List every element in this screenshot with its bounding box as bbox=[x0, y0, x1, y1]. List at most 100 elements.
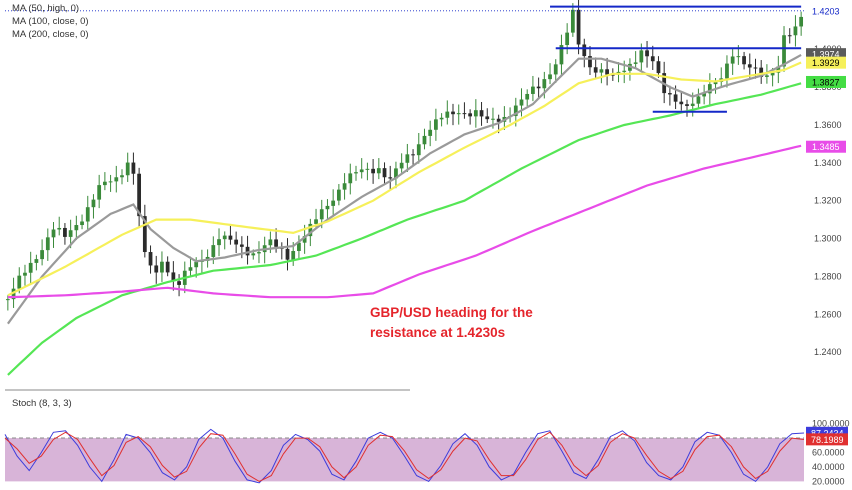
candle-body bbox=[45, 237, 50, 251]
candle-body bbox=[570, 9, 575, 33]
candle-body bbox=[759, 67, 764, 77]
candle-body bbox=[319, 209, 324, 220]
candle-body bbox=[165, 261, 170, 273]
candle-body bbox=[154, 265, 159, 273]
candle-body bbox=[388, 177, 393, 179]
price-badge-label: 1.4203 bbox=[812, 6, 840, 16]
candle-body bbox=[40, 250, 44, 260]
candle-body bbox=[799, 16, 804, 27]
candle-body bbox=[667, 93, 672, 95]
y-tick-label: 1.3000 bbox=[814, 234, 842, 244]
candle-body bbox=[462, 113, 467, 115]
stoch-y-tick-label: 40.0000 bbox=[812, 462, 845, 472]
candle-body bbox=[439, 117, 444, 120]
candle-body bbox=[211, 245, 216, 257]
candle-body bbox=[513, 105, 518, 117]
candle-body bbox=[656, 61, 661, 74]
candle-body bbox=[605, 69, 609, 75]
candle-body bbox=[257, 252, 261, 254]
candle-body bbox=[148, 252, 153, 266]
candle-body bbox=[314, 219, 318, 224]
candle-body bbox=[17, 275, 22, 289]
y-tick-label: 1.3200 bbox=[814, 196, 842, 206]
stoch-y-tick-label: 60.0000 bbox=[812, 448, 845, 458]
candle-body bbox=[68, 230, 73, 237]
candle-body bbox=[325, 205, 330, 210]
candle-body bbox=[696, 96, 701, 104]
price-badge-label: 1.3929 bbox=[812, 58, 840, 68]
legend-ma50: MA (50, high, 0) bbox=[12, 3, 80, 14]
candle-body bbox=[245, 246, 250, 256]
candle-body bbox=[285, 248, 290, 260]
candle-body bbox=[548, 74, 552, 80]
candle-body bbox=[725, 63, 729, 79]
candle-body bbox=[588, 56, 592, 68]
candle-body bbox=[234, 239, 239, 245]
candle-body bbox=[251, 253, 256, 256]
candle-body bbox=[525, 93, 530, 100]
price-badge-bg bbox=[806, 140, 846, 153]
candle-body bbox=[610, 74, 615, 76]
candle-body bbox=[776, 66, 781, 73]
candle-body bbox=[753, 67, 758, 69]
candle-body bbox=[650, 56, 655, 62]
candle-body bbox=[496, 118, 501, 122]
candle-body bbox=[74, 225, 79, 231]
y-tick-label: 1.2600 bbox=[814, 309, 842, 319]
candle-body bbox=[690, 103, 695, 106]
candle-body bbox=[108, 181, 113, 183]
candle-body bbox=[137, 173, 142, 217]
candle-body bbox=[519, 99, 524, 106]
candle-body bbox=[553, 64, 558, 75]
candle-body bbox=[399, 162, 404, 169]
y-tick-label: 1.3400 bbox=[814, 158, 842, 168]
candle-body bbox=[485, 116, 490, 120]
candle-body bbox=[342, 183, 347, 190]
candle-body bbox=[787, 35, 792, 37]
candle-body bbox=[491, 118, 495, 120]
candle-body bbox=[793, 26, 798, 36]
stoch-badge-label: 78.1989 bbox=[811, 435, 844, 445]
candle-body bbox=[394, 168, 398, 179]
candle-body bbox=[782, 35, 786, 67]
candle-body bbox=[593, 67, 598, 73]
candle-body bbox=[336, 189, 341, 201]
candle-body bbox=[736, 56, 741, 58]
price-badge-bg bbox=[806, 75, 846, 88]
candle-body bbox=[599, 69, 604, 73]
moving-average-ma50_gray bbox=[7, 53, 802, 325]
candle-body bbox=[57, 227, 62, 230]
candle-body bbox=[371, 168, 375, 174]
candle-body bbox=[131, 162, 136, 174]
annotation-line-1: GBP/USD heading for the bbox=[370, 305, 533, 320]
candle-body bbox=[239, 244, 244, 247]
candle-body bbox=[171, 272, 176, 282]
candle-body bbox=[85, 207, 90, 222]
candle-body bbox=[582, 44, 587, 57]
candle-body bbox=[91, 199, 96, 208]
price-badge-label: 1.3827 bbox=[812, 77, 840, 87]
candle-body bbox=[302, 236, 307, 243]
candle-body bbox=[559, 45, 564, 65]
candle-body bbox=[576, 9, 581, 45]
price-badge-label: 1.3974 bbox=[812, 50, 840, 60]
candle-body bbox=[730, 56, 735, 64]
candle-body bbox=[297, 242, 301, 251]
legend-ma100: MA (100, close, 0) bbox=[12, 16, 89, 27]
candle-body bbox=[222, 235, 227, 240]
stoch-line-k bbox=[4, 428, 805, 484]
candle-body bbox=[268, 239, 273, 246]
candle-body bbox=[645, 50, 649, 57]
candle-body bbox=[416, 144, 421, 156]
candle-body bbox=[468, 113, 473, 117]
candle-body bbox=[5, 299, 10, 301]
candle-body bbox=[142, 216, 147, 253]
candle-body bbox=[11, 288, 16, 300]
candle-body bbox=[365, 168, 370, 170]
candle-body bbox=[97, 185, 102, 200]
chart-annotation: GBP/USD heading for the resistance at 1.… bbox=[370, 303, 533, 343]
candle-body bbox=[770, 72, 775, 76]
y-tick-label: 1.3600 bbox=[814, 120, 842, 130]
candle-body bbox=[742, 56, 746, 65]
moving-average-ma100_yellow bbox=[7, 61, 802, 297]
